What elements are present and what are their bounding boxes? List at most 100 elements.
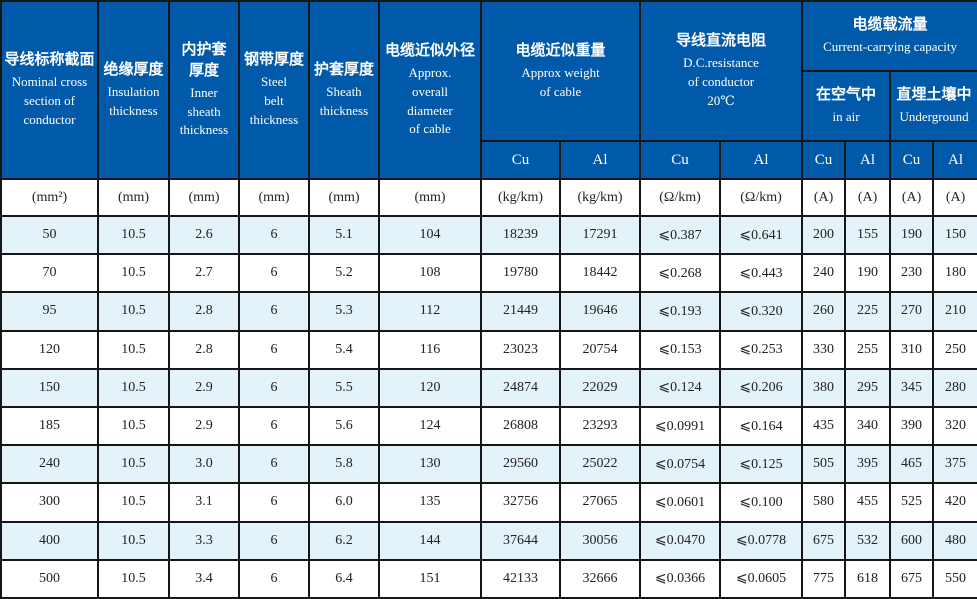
table-cell: 2.7 <box>168 253 240 294</box>
table-cell: 10.5 <box>97 253 170 294</box>
table-cell: 300 <box>0 482 99 523</box>
table-cell: 225 <box>844 291 892 332</box>
unit-cell: (Ω/km) <box>639 178 722 217</box>
table-row: 300 10.5 3.1 6 6.0 135 32756 27065 ⩽0.0601 ⩽0.100… <box>0 482 977 523</box>
header-steel-belt-en: Steel belt thickness <box>249 74 299 127</box>
header-insulation-en: Insulation thickness <box>107 83 160 118</box>
table-cell: 22029 <box>558 367 642 408</box>
table-cell: ⩽0.0778 <box>719 520 804 561</box>
header-conductor-air-cu: Cu <box>801 140 847 180</box>
table-cell: ⩽0.206 <box>719 367 804 408</box>
table-cell: 6 <box>238 520 310 561</box>
header-in-air-cn: 在空气中 <box>816 87 877 104</box>
table-cell: 6 <box>238 558 310 599</box>
table-cell: 37644 <box>480 520 561 561</box>
table-cell: 21449 <box>480 291 561 332</box>
table-cell: 580 <box>801 482 847 523</box>
table-cell: 255 <box>844 329 892 370</box>
unit-cell: (mm²) <box>0 178 99 217</box>
table-cell: 500 <box>0 558 99 599</box>
table-row: 50 10.5 2.6 6 5.1 104 18239 17291 ⩽0.387 ⩽0.641 20… <box>0 214 977 256</box>
table-cell: 6.2 <box>308 520 380 561</box>
table-cell: ⩽0.253 <box>719 329 804 370</box>
table-cell: ⩽0.641 <box>719 214 804 256</box>
table-cell: 116 <box>378 329 482 370</box>
table-cell: 10.5 <box>97 520 170 561</box>
header-diameter-cn: 电缆近似外径 <box>384 42 475 59</box>
table-cell: 42133 <box>480 558 561 599</box>
table-cell: 6 <box>238 405 310 447</box>
table-cell: 505 <box>801 444 847 485</box>
table-cell: 23023 <box>480 329 561 370</box>
table-cell: 380 <box>801 367 847 408</box>
header-insulation: 绝缘厚度 Insulation thickness <box>97 0 170 180</box>
table-cell: 310 <box>889 329 935 370</box>
table-cell: 150 <box>932 214 977 256</box>
header-underground-cn: 直埋土壤中 <box>896 87 972 104</box>
table-cell: 29560 <box>480 444 561 485</box>
header-resistance-en: D.C.resistance of conductor 20℃ <box>683 55 759 108</box>
table-row: 500 10.5 3.4 6 6.4 151 42133 32666 ⩽0.0366 ⩽0.060… <box>0 558 977 599</box>
table-cell: ⩽0.387 <box>639 214 722 256</box>
table-cell: 6 <box>238 367 310 408</box>
unit-cell: (A) <box>801 178 847 217</box>
table-cell: 250 <box>932 329 977 370</box>
table-cell: 120 <box>378 367 482 408</box>
header-nominal-section: 导线标称截面 Nominal cross section of conducto… <box>0 0 99 180</box>
table-cell: ⩽0.164 <box>719 405 804 447</box>
unit-cell: (mm) <box>308 178 380 217</box>
header-sheath-en: Sheath thickness <box>319 83 369 118</box>
unit-cell: (mm) <box>238 178 310 217</box>
table-cell: 240 <box>0 444 99 485</box>
table-cell: 151 <box>378 558 482 599</box>
table-cell: 3.3 <box>168 520 240 561</box>
table-cell: 6.4 <box>308 558 380 599</box>
table-cell: 10.5 <box>97 405 170 447</box>
table-cell: 10.5 <box>97 291 170 332</box>
header-conductor-resistance-al: Al <box>719 140 804 180</box>
table-cell: 185 <box>0 405 99 447</box>
table-cell: ⩽0.0470 <box>639 520 722 561</box>
table-cell: 120 <box>0 329 99 370</box>
header-sheath: 护套厚度 Sheath thickness <box>308 0 380 180</box>
table-cell: ⩽0.0605 <box>719 558 804 599</box>
table-cell: 155 <box>844 214 892 256</box>
header-conductor-underground-cu: Cu <box>889 140 935 180</box>
table-cell: 23293 <box>558 405 642 447</box>
table-cell: 124 <box>378 405 482 447</box>
table-cell: 600 <box>889 520 935 561</box>
header-steel-belt: 钢带厚度 Steel belt thickness <box>238 0 310 180</box>
table-cell: 525 <box>889 482 935 523</box>
table-cell: 3.4 <box>168 558 240 599</box>
header-diameter: 电缆近似外径 Approx. overall diameter of cable <box>378 0 482 180</box>
table-cell: 6 <box>238 214 310 256</box>
table-cell: 10.5 <box>97 558 170 599</box>
table-row: 400 10.5 3.3 6 6.2 144 37644 30056 ⩽0.0470 ⩽0.077… <box>0 520 977 561</box>
table-cell: 10.5 <box>97 329 170 370</box>
table-cell: ⩽0.0601 <box>639 482 722 523</box>
table-cell: ⩽0.320 <box>719 291 804 332</box>
header-diameter-en: Approx. overall diameter of cable <box>407 64 453 137</box>
table-cell: 10.5 <box>97 367 170 408</box>
header-inner-sheath-cn: 内护套 厚度 <box>181 41 227 79</box>
unit-cell: (A) <box>844 178 892 217</box>
header-row-capacity-split: 在空气中 in air 直埋土壤中 Underground <box>1 70 977 142</box>
table-cell: 32756 <box>480 482 561 523</box>
table-cell: 27065 <box>558 482 642 523</box>
table-cell: 25022 <box>558 444 642 485</box>
table-cell: 5.8 <box>308 444 380 485</box>
table-row: 240 10.5 3.0 6 5.8 130 29560 25022 ⩽0.0754 ⩽0.125… <box>0 444 977 485</box>
table-cell: 10.5 <box>97 482 170 523</box>
table-cell: ⩽0.124 <box>639 367 722 408</box>
table-cell: 320 <box>932 405 977 447</box>
table-cell: 280 <box>932 367 977 408</box>
header-weight-en: Approx weight of cable <box>521 64 600 99</box>
table-cell: 190 <box>844 253 892 294</box>
table-cell: 108 <box>378 253 482 294</box>
header-inner-sheath: 内护套 厚度 Inner sheath thickness <box>168 0 240 180</box>
unit-cell: (mm) <box>97 178 170 217</box>
header-sheath-cn: 护套厚度 <box>313 61 374 78</box>
table-cell: 455 <box>844 482 892 523</box>
table-cell: 19646 <box>558 291 642 332</box>
table-cell: ⩽0.0366 <box>639 558 722 599</box>
